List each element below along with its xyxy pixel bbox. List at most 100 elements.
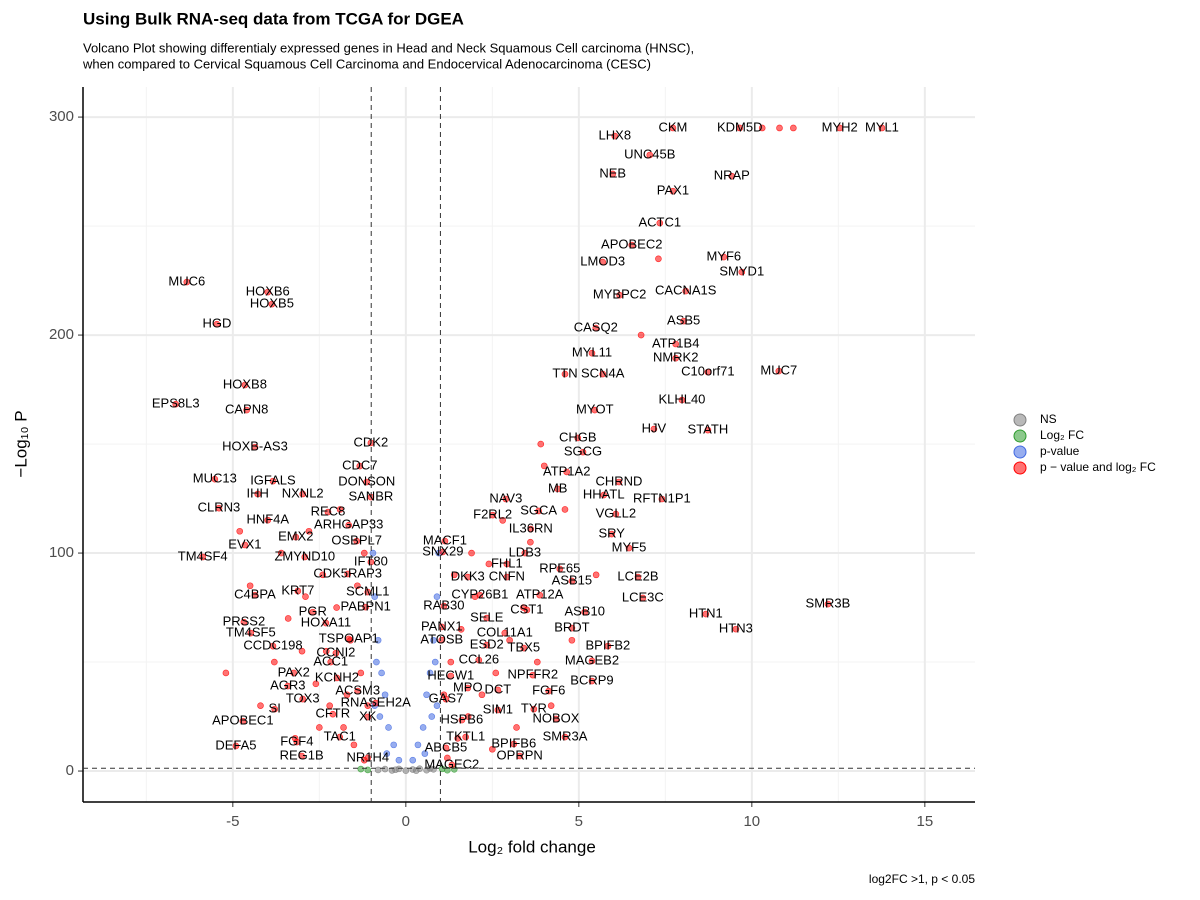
point bbox=[457, 626, 465, 633]
point bbox=[824, 600, 832, 608]
point bbox=[356, 462, 364, 470]
point bbox=[628, 241, 636, 249]
point bbox=[419, 724, 427, 731]
point bbox=[478, 691, 486, 699]
point bbox=[669, 187, 677, 195]
gene-labels: CKM KDM5D MYH2 MYL1 LHX8 UNC45B NEB NRAP PAX1 ACT… bbox=[152, 119, 899, 771]
point bbox=[588, 657, 596, 665]
gene-label: PAX2 bbox=[278, 664, 310, 679]
gene-label: TM4SF4 bbox=[178, 548, 228, 563]
point bbox=[241, 541, 249, 549]
gene-label: EVX1 bbox=[228, 536, 261, 551]
point bbox=[704, 426, 712, 434]
gene-label: MYL11 bbox=[572, 345, 612, 360]
gene-label: MUC7 bbox=[760, 362, 797, 377]
gene-label: MAGEC2 bbox=[424, 756, 479, 771]
gene-label: HTN3 bbox=[719, 621, 753, 636]
point bbox=[439, 548, 447, 556]
point bbox=[354, 582, 361, 590]
point bbox=[412, 767, 420, 774]
gene-label: SGCA bbox=[520, 502, 557, 517]
gene-label: CHRND bbox=[595, 473, 642, 488]
point bbox=[421, 750, 429, 757]
point bbox=[682, 287, 690, 295]
gene-label: IFT80 bbox=[354, 553, 388, 568]
point bbox=[251, 443, 259, 451]
gene-label: KRT7 bbox=[281, 582, 314, 597]
gene-label: UNC45B bbox=[624, 146, 675, 161]
point bbox=[563, 468, 571, 476]
gene-label: MYBPC2 bbox=[593, 287, 646, 302]
point bbox=[503, 573, 511, 581]
point bbox=[556, 565, 564, 573]
point bbox=[609, 170, 617, 178]
gene-label: CASQ2 bbox=[574, 320, 618, 335]
gene-label: TOX3 bbox=[286, 691, 320, 706]
gene-label: COL11A1 bbox=[477, 624, 533, 639]
gene-label: CNFN bbox=[489, 568, 525, 583]
point bbox=[385, 724, 392, 731]
gene-label: CDC7 bbox=[342, 458, 377, 473]
point bbox=[552, 715, 560, 723]
gene-label: ASB15 bbox=[552, 572, 592, 587]
point bbox=[441, 537, 449, 545]
gene-label: TM4SF5 bbox=[226, 624, 276, 639]
x-tick-label: -5 bbox=[226, 813, 239, 830]
point bbox=[322, 647, 330, 655]
point bbox=[639, 594, 647, 602]
legend-label: NS bbox=[1040, 412, 1057, 426]
gene-label: NXNL2 bbox=[282, 485, 324, 500]
point bbox=[433, 593, 441, 600]
point bbox=[241, 381, 249, 389]
point bbox=[269, 642, 277, 650]
gene-label: ESD2 bbox=[470, 636, 504, 651]
gene-label: NR1H4 bbox=[346, 749, 389, 764]
legend-swatch bbox=[1013, 429, 1027, 443]
point bbox=[371, 593, 378, 600]
point bbox=[354, 687, 362, 695]
point bbox=[521, 549, 529, 557]
point bbox=[392, 766, 399, 774]
gene-label: FGF6 bbox=[532, 682, 565, 697]
point bbox=[363, 478, 371, 486]
point bbox=[327, 658, 335, 666]
point bbox=[305, 527, 313, 535]
gene-label: GAS7 bbox=[429, 691, 464, 706]
point bbox=[364, 702, 372, 709]
gene-label: RNASEH2A bbox=[341, 694, 411, 709]
point bbox=[414, 741, 422, 749]
point bbox=[361, 549, 368, 557]
gene-label: FHL1 bbox=[491, 555, 523, 570]
point bbox=[464, 573, 472, 581]
point bbox=[448, 761, 456, 769]
point bbox=[604, 642, 612, 650]
point bbox=[494, 686, 502, 694]
gene-label: HHATL bbox=[583, 487, 625, 502]
point bbox=[336, 733, 344, 741]
gene-label: LDB3 bbox=[509, 544, 542, 559]
point bbox=[561, 506, 569, 513]
point bbox=[568, 624, 576, 632]
point bbox=[655, 255, 662, 263]
point bbox=[347, 636, 354, 644]
chart-subtitle: when compared to Cervical Squamous Cell … bbox=[82, 56, 651, 71]
point bbox=[350, 741, 358, 749]
point bbox=[600, 491, 608, 499]
point bbox=[568, 577, 576, 585]
gene-label: MACF1 bbox=[423, 533, 467, 548]
point bbox=[611, 132, 619, 140]
point bbox=[588, 677, 596, 685]
point bbox=[592, 324, 600, 332]
gene-label: ABCB5 bbox=[425, 739, 468, 754]
point bbox=[678, 396, 686, 404]
gene-label: VGLL2 bbox=[596, 505, 636, 520]
point bbox=[554, 485, 562, 493]
point bbox=[503, 560, 511, 568]
point bbox=[431, 658, 439, 666]
point bbox=[251, 591, 259, 599]
point bbox=[378, 669, 385, 677]
point bbox=[520, 644, 528, 652]
point bbox=[247, 629, 255, 637]
point bbox=[537, 440, 545, 448]
point bbox=[704, 368, 712, 376]
